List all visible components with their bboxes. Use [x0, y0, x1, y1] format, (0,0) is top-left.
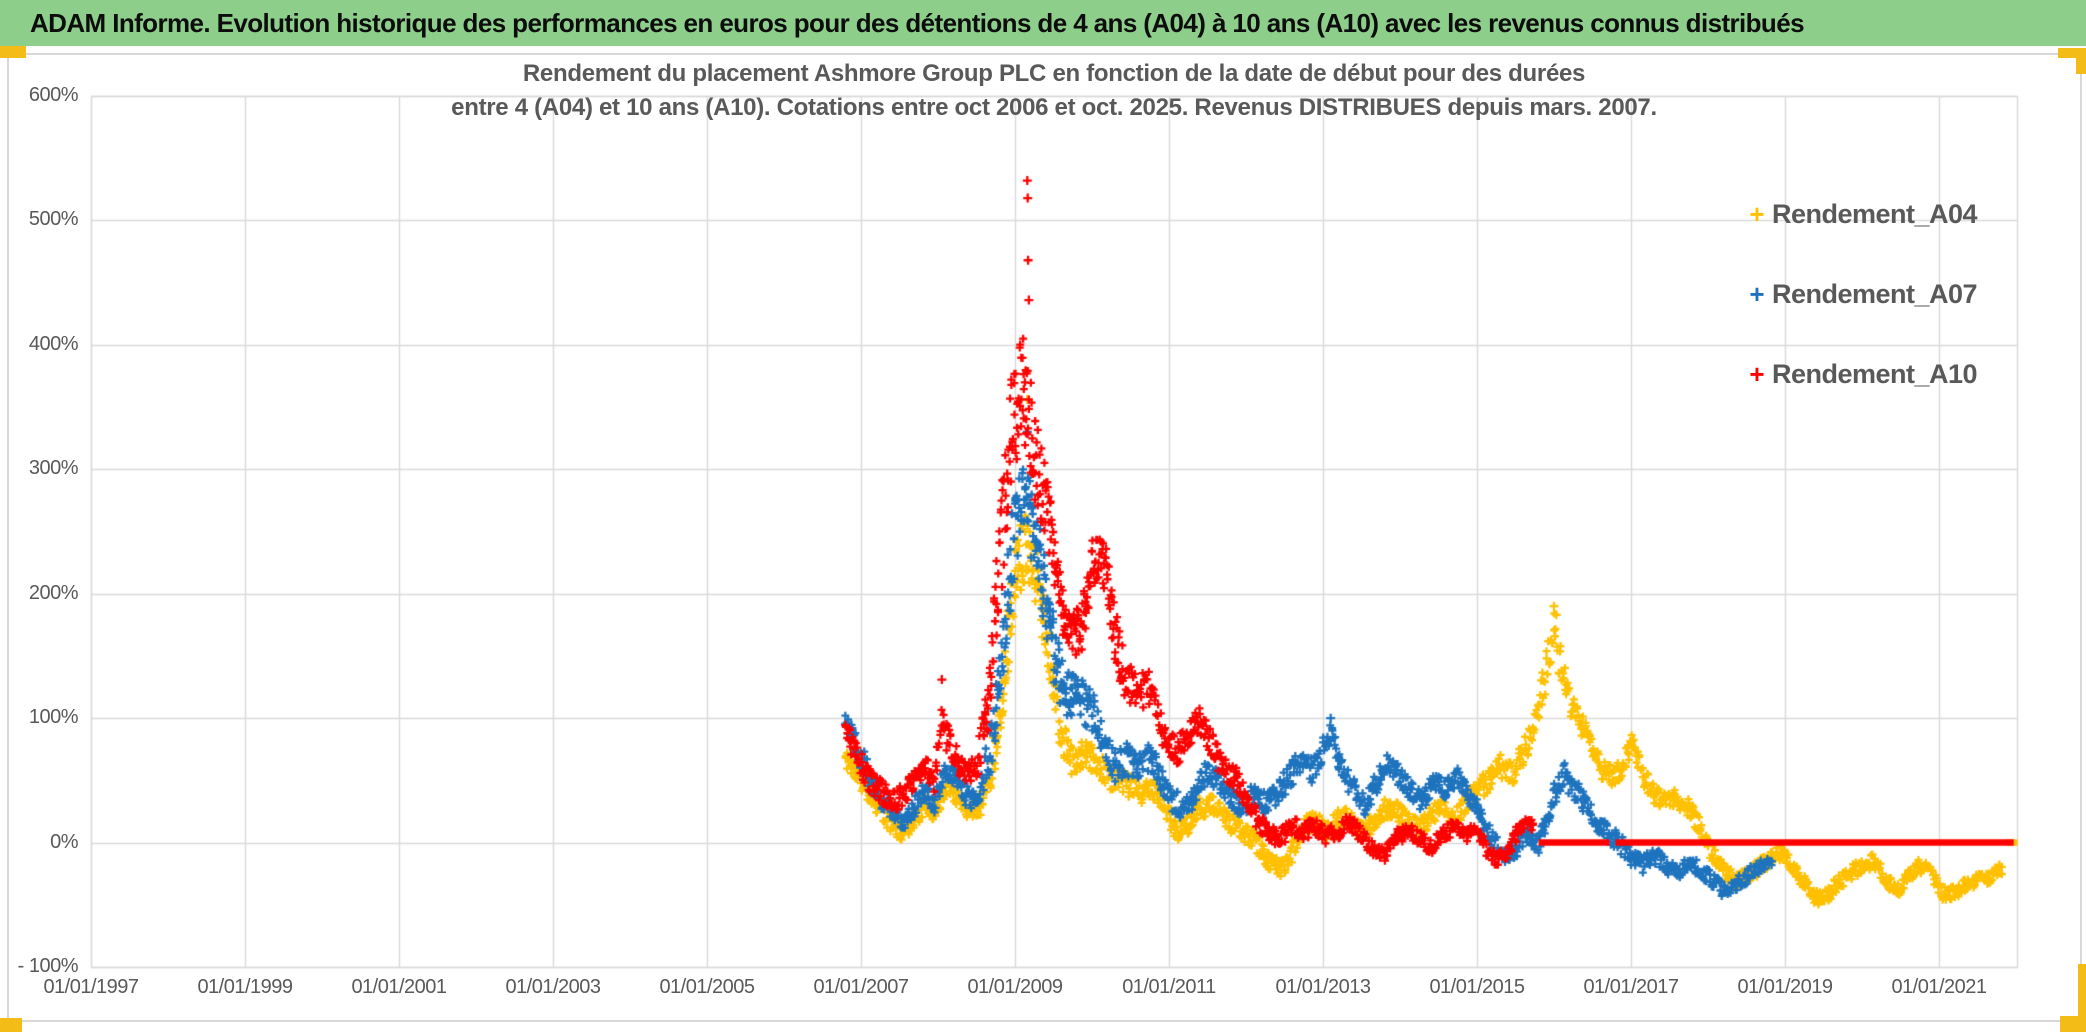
- x-axis-tick-label: 01/01/2003: [505, 976, 601, 998]
- x-axis-tick-label: 01/01/2001: [351, 976, 447, 998]
- legend-plus-marker-icon: +: [1749, 199, 1765, 229]
- legend-item-rendement_a04[interactable]: + Rendement_A04: [1742, 196, 1977, 232]
- x-axis-tick-label: 01/01/2007: [813, 976, 909, 998]
- legend-plus-marker-icon: +: [1749, 359, 1765, 389]
- x-axis-tick-label: 01/01/2011: [1122, 976, 1216, 998]
- y-axis-tick-label: 100%: [28, 706, 79, 729]
- y-axis-tick-label: 200%: [28, 581, 79, 604]
- x-axis-tick-label: 01/01/2019: [1737, 976, 1833, 998]
- chart-title-line1: Rendement du placement Ashmore Group PLC…: [522, 60, 1586, 87]
- chart-title-line2: entre 4 (A04) et 10 ans (A10). Cotations…: [451, 94, 1657, 121]
- y-axis-tick-label: 400%: [28, 332, 79, 355]
- legend-item-rendement_a10[interactable]: + Rendement_A10: [1742, 356, 1977, 392]
- chart-legend: + Rendement_A04 + Rendement_A07 + Rendement_A…: [1742, 196, 1977, 436]
- y-axis-tick-label: 600%: [28, 84, 79, 106]
- legend-item-rendement_a07[interactable]: + Rendement_A07: [1742, 276, 1977, 312]
- x-axis-tick-label: 01/01/2005: [659, 976, 755, 998]
- gold-accent-bottom-right: [2060, 1016, 2086, 1032]
- x-axis-tick-label: 01/01/2013: [1275, 976, 1371, 998]
- gold-accent-top-left: [0, 46, 26, 58]
- frame-right-line: [2080, 72, 2082, 964]
- y-axis-tick-label: 0%: [50, 830, 78, 853]
- legend-label: Rendement_A04: [1772, 198, 1978, 229]
- frame-left-line: [7, 55, 9, 1030]
- y-axis-tick-label: 500%: [28, 208, 79, 231]
- x-axis-tick-label: 01/01/2009: [967, 976, 1063, 998]
- frame-top-line: [7, 53, 2059, 55]
- x-axis-tick-label: 01/01/2017: [1583, 976, 1679, 998]
- x-axis-tick-label: 01/01/1997: [43, 976, 139, 998]
- gold-accent-right-strip: [2078, 964, 2086, 1032]
- x-axis-tick-label: 01/01/1999: [197, 976, 293, 998]
- gold-accent-top-right-v: [2076, 48, 2086, 74]
- gold-accent-top-right-h: [2058, 48, 2086, 58]
- legend-label: Rendement_A07: [1772, 278, 1978, 309]
- gold-accent-bottom-left: [0, 1018, 22, 1032]
- x-axis-tick-label: 01/01/2015: [1429, 976, 1525, 998]
- y-axis-tick-label: - 100%: [17, 955, 79, 977]
- legend-plus-marker-icon: +: [1749, 279, 1765, 309]
- x-axis-tick-label: 01/01/2021: [1891, 976, 1987, 998]
- legend-label: Rendement_A10: [1772, 358, 1978, 389]
- y-axis-tick-label: 300%: [28, 457, 79, 480]
- frame-bottom-line: [7, 1020, 2061, 1022]
